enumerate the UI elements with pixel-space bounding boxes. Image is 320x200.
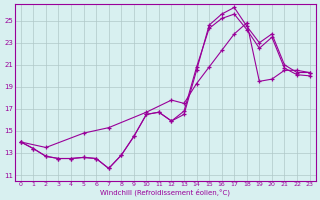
X-axis label: Windchill (Refroidissement éolien,°C): Windchill (Refroidissement éolien,°C): [100, 188, 230, 196]
